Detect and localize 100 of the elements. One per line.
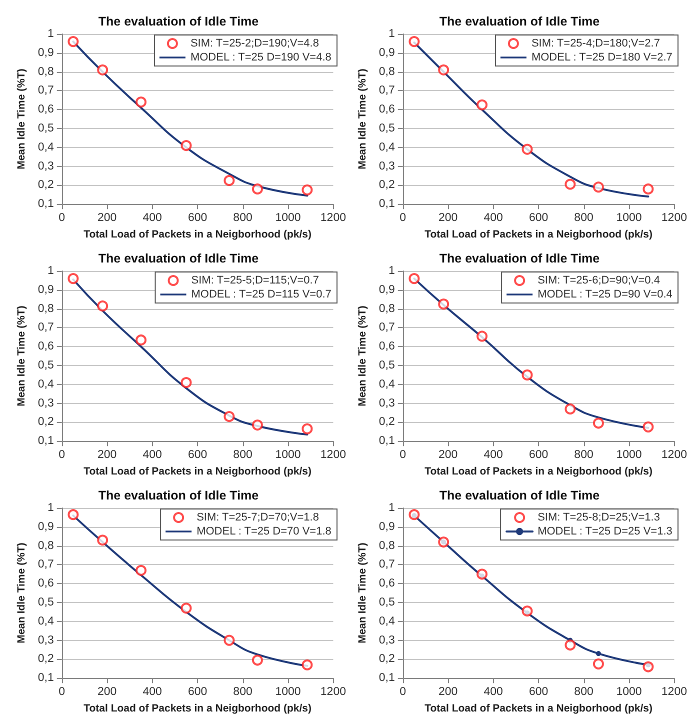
x-tick-label: 1000 xyxy=(275,449,301,462)
point xyxy=(564,640,576,651)
legend-label: MODEL : T=25 D=190 V=4.8 xyxy=(190,52,332,64)
x-axis-title: Total Load of Packets in a Neigborhood (pk/s) xyxy=(424,702,653,714)
point xyxy=(97,64,108,76)
x-tick-label: 1200 xyxy=(661,686,688,698)
point xyxy=(252,183,263,194)
x-tick-label: 600 xyxy=(188,449,208,462)
x-tick-label: 600 xyxy=(188,686,208,698)
y-tick-label: 0,8 xyxy=(38,66,54,78)
y-tick-label: 0,3 xyxy=(378,397,395,410)
x-tick-label: 1000 xyxy=(275,212,301,224)
y-axis-title: Mean Idle Time (%T) xyxy=(356,306,368,406)
y-tick-label: 0,5 xyxy=(38,122,54,134)
point xyxy=(476,568,488,580)
x-tick-label: 0 xyxy=(400,212,406,224)
x-tick-label: 1200 xyxy=(320,449,346,462)
x-tick-label: 1000 xyxy=(616,212,642,224)
x-tick-label: 600 xyxy=(188,212,208,224)
y-tick-label: 0,7 xyxy=(378,558,395,571)
y-tick-label: 0,6 xyxy=(38,578,54,590)
point xyxy=(136,96,147,108)
y-tick-label: 0,2 xyxy=(378,653,395,666)
x-tick-label: 400 xyxy=(484,686,503,698)
y-tick-label: 1 xyxy=(388,28,395,40)
chart-title: The evaluation of Idle Time xyxy=(439,252,600,266)
x-tick-label: 800 xyxy=(574,449,594,462)
x-tick-label: 0 xyxy=(400,686,406,698)
x-tick-label: 400 xyxy=(484,449,503,462)
y-tick-label: 0,5 xyxy=(38,360,54,372)
legend-label: SIM: T=25-5;D=115;V=0.7 xyxy=(191,274,319,286)
x-tick-label: 200 xyxy=(98,686,117,698)
y-tick-label: 1 xyxy=(388,265,395,277)
point xyxy=(252,420,263,431)
y-tick-label: 0,4 xyxy=(38,141,54,154)
y-tick-label: 1 xyxy=(47,265,54,277)
point xyxy=(592,182,604,193)
point xyxy=(224,411,235,422)
x-tick-label: 800 xyxy=(574,686,594,698)
point xyxy=(302,659,313,670)
x-tick-label: 400 xyxy=(142,449,162,462)
x-tick-label: 1200 xyxy=(320,212,346,224)
x-tick-label: 1000 xyxy=(275,686,301,698)
legend-label: SIM: T=25-4;D=180;V=2.7 xyxy=(531,38,660,50)
y-tick-label: 0,6 xyxy=(378,340,395,353)
legend-label: SIM: T=25-8;D=25;V=1.3 xyxy=(538,512,660,524)
point xyxy=(592,418,604,429)
y-tick-label: 0,6 xyxy=(378,578,395,590)
y-tick-label: 0,9 xyxy=(378,46,395,59)
legend-label: SIM: T=25-2;D=190;V=4.8 xyxy=(190,38,319,50)
point xyxy=(408,273,420,284)
y-tick-label: 0,4 xyxy=(38,615,54,628)
y-tick-label: 0,7 xyxy=(378,84,395,97)
legend-label: MODEL : T=25 D=180 V=2.7 xyxy=(531,52,672,64)
y-tick-label: 0,5 xyxy=(38,596,54,608)
x-tick-label: 800 xyxy=(233,686,252,698)
x-tick-label: 200 xyxy=(438,449,458,462)
point xyxy=(136,334,147,346)
point xyxy=(596,651,601,656)
y-tick-label: 0,9 xyxy=(378,520,395,533)
point xyxy=(642,661,654,672)
x-tick-label: 200 xyxy=(98,449,117,462)
point xyxy=(522,606,533,616)
x-tick-label: 0 xyxy=(58,449,66,462)
chart-title: The evaluation of Idle Time xyxy=(98,252,259,266)
y-axis-title: Mean Idle Time (%T) xyxy=(16,306,28,406)
x-tick-label: 600 xyxy=(528,686,548,698)
point xyxy=(476,99,488,110)
point xyxy=(438,64,450,76)
legend-label: MODEL : T=25 D=25 V=1.3 xyxy=(538,526,672,538)
legend-label: SIM: T=25-6;D=90;V=0.4 xyxy=(538,274,660,286)
point xyxy=(522,144,533,155)
point xyxy=(68,509,79,520)
y-tick-label: 0,7 xyxy=(38,322,54,334)
point xyxy=(302,184,313,196)
y-tick-label: 0,2 xyxy=(38,179,54,192)
legend-label: MODEL : T=25 D=70 V=1.8 xyxy=(196,526,332,538)
y-tick-label: 0,2 xyxy=(38,653,54,666)
point xyxy=(564,403,576,414)
y-tick-label: 0,1 xyxy=(378,672,395,684)
y-tick-label: 0,1 xyxy=(38,198,54,210)
point xyxy=(642,421,654,432)
y-tick-label: 0,9 xyxy=(38,46,54,59)
point xyxy=(180,140,192,152)
legend-label: MODEL : T=25 D=90 V=0.4 xyxy=(538,288,672,300)
y-tick-label: 0,2 xyxy=(378,416,395,428)
y-tick-label: 0,6 xyxy=(378,104,395,116)
y-tick-label: 0,8 xyxy=(38,302,54,315)
y-tick-label: 0,1 xyxy=(378,435,395,448)
y-tick-label: 0,7 xyxy=(38,558,54,571)
x-axis-title: Total Load of Packets in a Neigborhood (pk/s) xyxy=(84,466,312,478)
y-tick-label: 0,1 xyxy=(38,435,54,448)
chart-title: The evaluation of Idle Time xyxy=(98,488,259,502)
point xyxy=(408,36,420,48)
point xyxy=(302,423,313,434)
x-tick-label: 200 xyxy=(438,212,458,224)
y-tick-label: 0,9 xyxy=(38,520,54,533)
chart-title: The evaluation of Idle Time xyxy=(439,14,600,28)
y-axis-title: Mean Idle Time (%T) xyxy=(16,68,28,170)
point xyxy=(224,634,235,646)
